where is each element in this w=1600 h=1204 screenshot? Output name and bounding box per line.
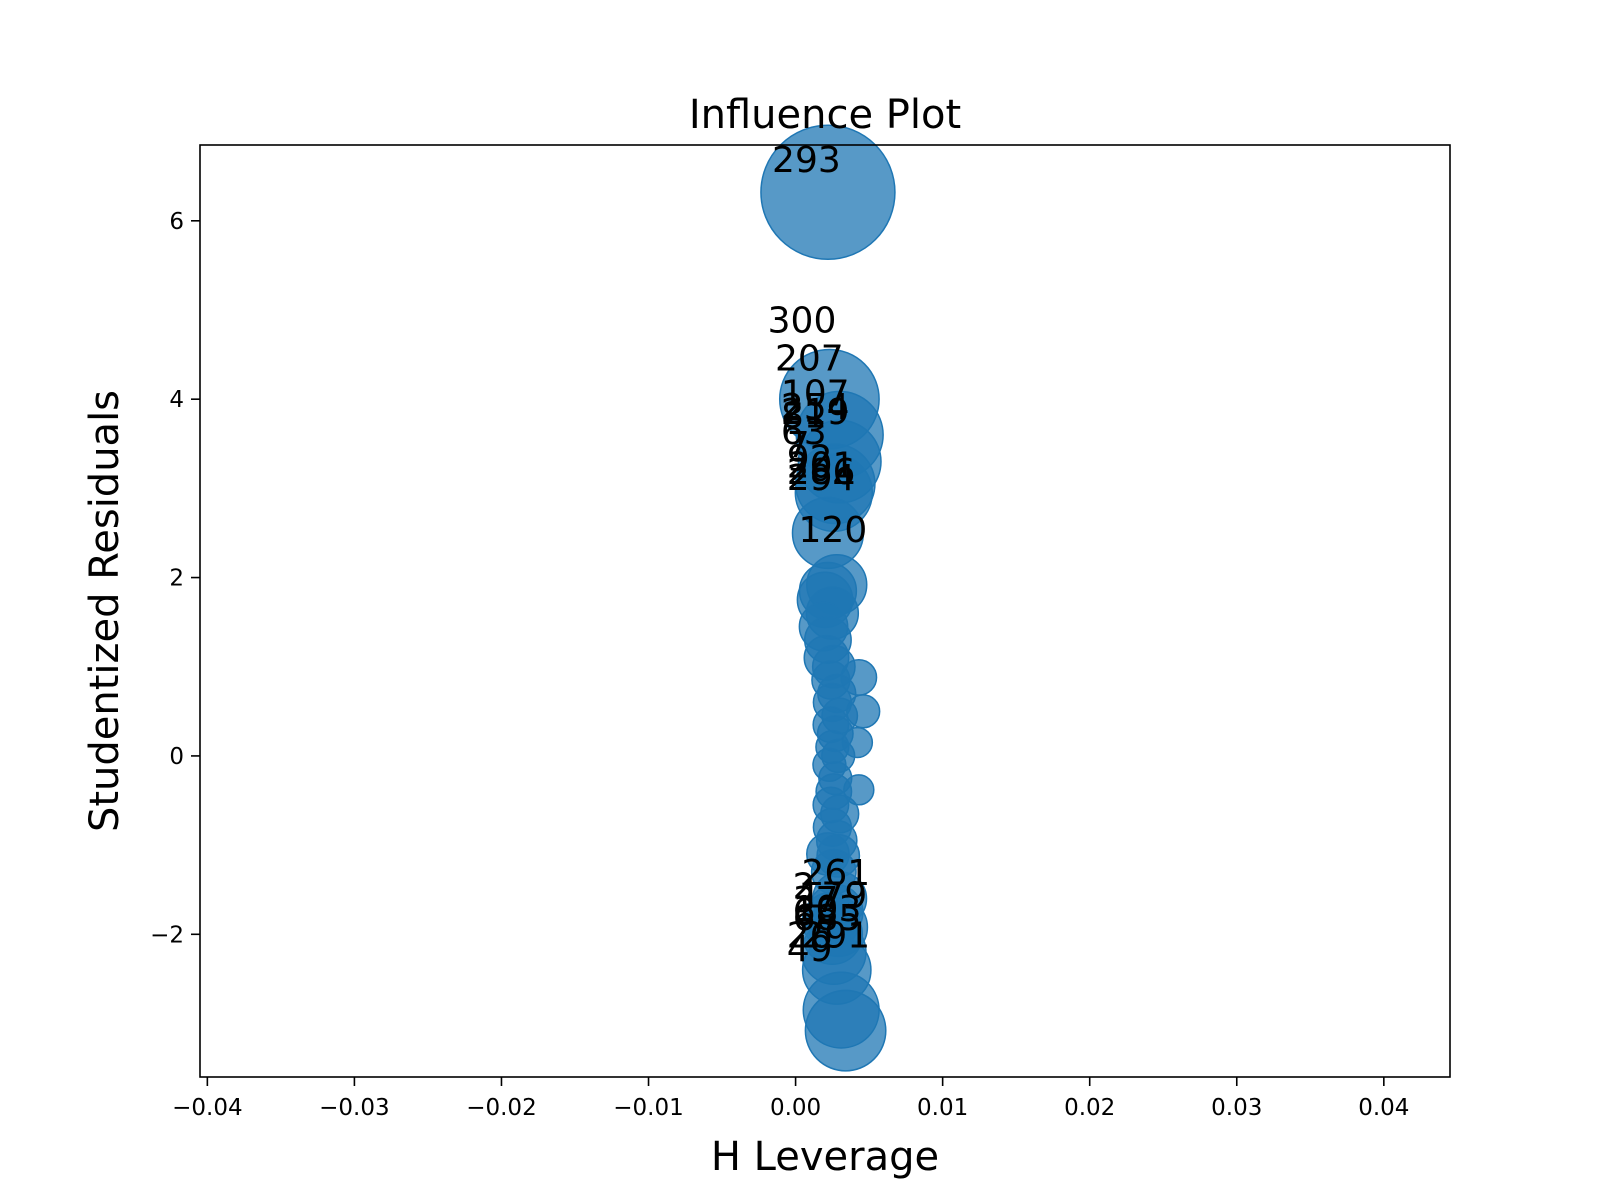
point-label: 261 (801, 853, 870, 894)
point-label: 49 (787, 929, 833, 970)
x-tick-label: 0.04 (1358, 1095, 1409, 1121)
x-tick-label: 0.02 (1064, 1095, 1115, 1121)
x-tick-label: 0.00 (770, 1095, 821, 1121)
x-tick-label: −0.04 (172, 1095, 242, 1121)
y-axis: −2 0 2 4 6 (150, 209, 200, 948)
point-label: 286 (787, 452, 856, 493)
chart-title: Influence Plot (689, 92, 961, 138)
point-label: 103 (793, 889, 862, 930)
point-label: 300 (768, 300, 837, 341)
x-tick-label: 0.01 (917, 1095, 968, 1121)
point-label: 207 (775, 339, 844, 380)
x-tick-label: −0.01 (613, 1095, 683, 1121)
point-label: 81 (781, 396, 827, 437)
point-label: 179 (799, 876, 868, 917)
data-point (804, 989, 887, 1072)
point-label: 291 (801, 916, 870, 957)
x-tick-label: −0.02 (466, 1095, 536, 1121)
y-tick-label: 6 (169, 209, 184, 235)
x-axis: −0.04 −0.03 −0.02 −0.01 0.00 0.01 0.02 0.03 0.04 (172, 1077, 1409, 1121)
point-label: 63 (781, 412, 827, 453)
y-tick-label: −2 (150, 922, 184, 948)
data-point (760, 124, 896, 261)
point-label: 107 (781, 373, 850, 414)
point-label: 219 (781, 392, 850, 433)
point-label: 7 (787, 425, 810, 466)
y-tick-label: 4 (169, 387, 184, 413)
x-tick-label: 0.03 (1211, 1095, 1262, 1121)
plot-frame (199, 144, 1451, 1078)
point-label: 254 (781, 387, 850, 428)
point-label: 120 (799, 510, 868, 551)
x-tick-label: −0.03 (319, 1095, 389, 1121)
point-label: 37 (793, 880, 839, 921)
y-tick-label: 0 (169, 744, 184, 770)
x-axis-label: H Leverage (711, 1134, 939, 1180)
point-label: 294 (787, 458, 856, 499)
point-label: 685 (793, 898, 862, 939)
point-label: 26 (787, 916, 833, 957)
point-label: 293 (772, 140, 841, 181)
point-label: 92 (787, 439, 833, 480)
point-label: 2 (793, 867, 816, 908)
points-layer (760, 124, 896, 1072)
point-label: 68 (793, 892, 839, 933)
y-tick-label: 2 (169, 566, 184, 592)
y-axis-label: Studentized Residuals (82, 390, 128, 832)
point-label: 201 (787, 446, 856, 487)
